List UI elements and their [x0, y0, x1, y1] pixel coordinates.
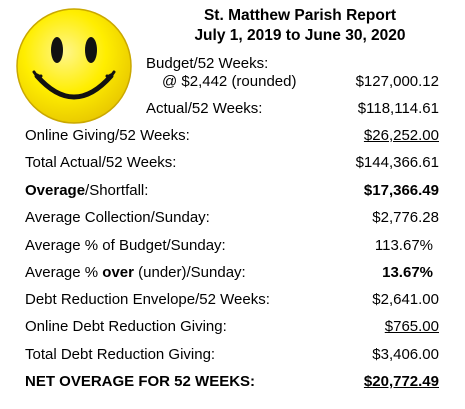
actual-label: Actual/52 Weeks: [146, 100, 263, 117]
avg-pct-budget-label: Average % of Budget/Sunday: [25, 237, 226, 254]
overage-label-bold: Overage [25, 182, 86, 199]
overage-label: Overage/Shortfall: [25, 182, 148, 199]
avg-pct-over-label: Average % over (under)/Sunday: [25, 264, 246, 281]
budget-value: $127,000.12 [355, 73, 439, 90]
net-overage-label: NET OVERAGE FOR 52 WEEKS: [25, 373, 256, 390]
avg-collection-value: $2,776.28 [372, 209, 439, 226]
online-giving-value: $26,252.00 [363, 127, 439, 144]
net-overage-value: $20,772.49 [363, 373, 439, 390]
smiley-face-icon [16, 8, 132, 124]
online-giving-label: Online Giving/52 Weeks: [25, 127, 190, 144]
budget-label-line1: Budget/52 Weeks: [146, 55, 269, 72]
avg-pct-over-value: 13.67% [382, 264, 433, 281]
avg-pct-over-bold: over [102, 264, 134, 281]
debt-envelope-label: Debt Reduction Envelope/52 Weeks: [25, 291, 270, 308]
overage-value: $17,366.49 [363, 182, 439, 199]
total-actual-label: Total Actual/52 Weeks: [25, 154, 177, 171]
actual-value: $118,114.61 [357, 100, 439, 117]
total-debt-value: $3,406.00 [372, 346, 439, 363]
report-title: St. Matthew Parish Report [203, 7, 397, 24]
debt-envelope-value: $2,641.00 [372, 291, 439, 308]
overage-label-rest: /Shortfall: [85, 182, 149, 199]
total-actual-value: $144,366.61 [355, 154, 439, 171]
avg-pct-over-post: (under)/Sunday: [133, 264, 246, 281]
avg-pct-over-pre: Average % [25, 264, 103, 281]
report-period: July 1, 2019 to June 30, 2020 [194, 27, 406, 44]
total-debt-label: Total Debt Reduction Giving: [25, 346, 216, 363]
online-debt-label: Online Debt Reduction Giving: [25, 318, 227, 335]
online-debt-value: $765.00 [384, 318, 439, 335]
avg-pct-budget-value: 113.67% [374, 237, 433, 254]
budget-label-line2: @ $2,442 (rounded) [162, 73, 297, 90]
avg-collection-label: Average Collection/Sunday: [25, 209, 210, 226]
